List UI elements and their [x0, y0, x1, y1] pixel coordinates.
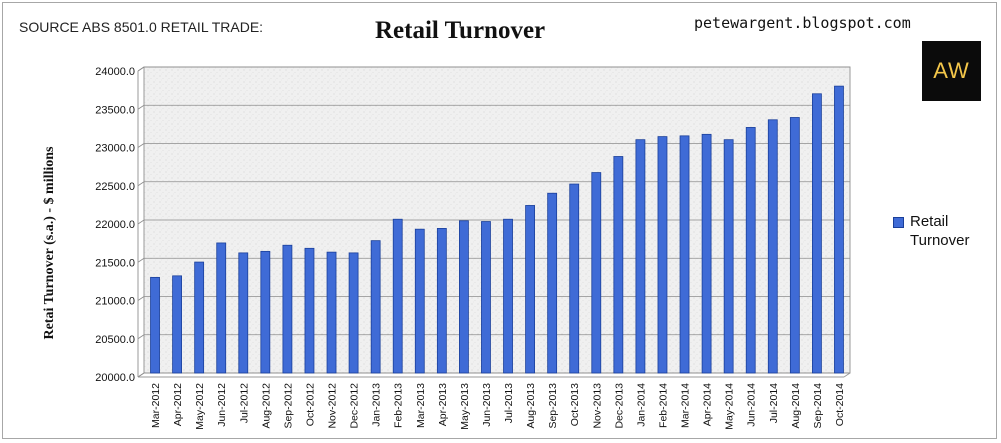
y-tick-label: 23500.0 — [95, 104, 135, 116]
legend: Retail Turnover — [893, 212, 990, 250]
bar — [481, 221, 491, 374]
x-tick-label: Aug-2013 — [525, 383, 537, 429]
bar — [414, 228, 425, 374]
logo: AW — [922, 41, 981, 101]
bar — [547, 192, 558, 374]
gridline-wall — [137, 334, 145, 340]
bar — [767, 119, 778, 374]
bar — [172, 275, 182, 374]
y-tick-label: 23000.0 — [95, 143, 135, 155]
x-tick-label: Jul-2014 — [768, 383, 780, 423]
x-tick-label: Dec-2013 — [613, 383, 625, 429]
x-tick-label: Oct-2014 — [834, 383, 846, 426]
bar — [392, 218, 403, 374]
bar — [635, 139, 646, 374]
x-tick-label: Feb-2013 — [393, 383, 405, 428]
gridline-wall — [137, 143, 145, 148]
legend-swatch — [893, 217, 904, 228]
x-tick-label: Mar-2014 — [680, 383, 692, 428]
bar — [745, 127, 756, 374]
x-tick-label: Jul-2013 — [503, 383, 515, 423]
x-tick-label: May-2013 — [459, 383, 471, 430]
blog-url: petewargent.blogspot.com — [694, 14, 911, 32]
bar — [238, 252, 249, 374]
gridline-wall — [137, 104, 145, 110]
x-tick-label: Mar-2012 — [150, 383, 162, 428]
chart-title: Retail Turnover — [375, 17, 546, 44]
gridline-wall — [137, 181, 145, 187]
x-tick-label: Apr-2012 — [172, 383, 184, 426]
x-tick-label: Aug-2012 — [260, 383, 272, 429]
x-tick-label: Feb-2014 — [657, 383, 669, 428]
y-tick-label: 24000.0 — [95, 66, 135, 78]
x-tick-label: Oct-2012 — [304, 383, 316, 426]
x-tick-label: Nov-2012 — [327, 383, 339, 429]
bar — [503, 218, 513, 374]
y-tick-labels: 20000.0 20500.0 21000.0 21500.0 22000.0 22500… — [95, 66, 135, 384]
bar — [591, 172, 602, 374]
x-tick-label: Nov-2013 — [591, 383, 603, 429]
bar — [701, 133, 712, 374]
x-tick-label: Oct-2013 — [569, 383, 581, 426]
source-note: SOURCE ABS 8501.0 RETAIL TRADE: — [19, 19, 264, 35]
x-tick-label: Sep-2012 — [282, 383, 294, 429]
x-tick-label: Sep-2014 — [812, 383, 824, 429]
gridline-wall — [137, 66, 145, 72]
x-tick-label: Jun-2014 — [746, 383, 758, 427]
bar — [216, 242, 227, 374]
gridline-wall — [137, 296, 145, 301]
gridline-wall — [137, 219, 145, 225]
bar — [348, 252, 359, 374]
x-tick-label: Apr-2013 — [437, 383, 449, 426]
gridline-wall — [137, 257, 145, 263]
bar — [304, 247, 315, 374]
x-tick-label: Jan-2014 — [635, 383, 647, 427]
chart-svg: 20000.0 20500.0 21000.0 21500.0 22000.0 22500… — [42, 66, 851, 430]
bar — [679, 135, 690, 374]
y-tick-label: 22000.0 — [95, 219, 135, 231]
bar — [326, 251, 337, 374]
y-tick-label: 20000.0 — [95, 372, 135, 384]
x-tick-label: Mar-2013 — [415, 383, 427, 428]
bar — [834, 85, 844, 374]
bar — [260, 250, 271, 374]
bar — [150, 276, 160, 374]
bar — [723, 139, 734, 374]
y-tick-label: 21500.0 — [95, 257, 135, 269]
bar — [194, 261, 205, 374]
bar — [812, 93, 822, 374]
bar — [657, 136, 668, 374]
x-tick-label: May-2014 — [724, 383, 736, 430]
bar — [613, 156, 624, 374]
y-axis-label: Retai Turnover (s.a.) - $ millions — [42, 146, 57, 340]
bar — [436, 228, 447, 374]
x-tick-label: Dec-2012 — [349, 383, 361, 429]
floor-edge-right — [843, 372, 851, 378]
x-tick-label: Aug-2014 — [790, 383, 802, 429]
bar — [282, 244, 293, 374]
gridline-wall — [137, 372, 145, 378]
x-tick-label: May-2012 — [194, 383, 206, 430]
x-tick-label: Apr-2014 — [702, 383, 714, 426]
x-tick-labels: Mar-2012 Apr-2012 May-2012 Jun-2012 Jul-2012… — [150, 383, 846, 430]
bar — [525, 205, 535, 374]
x-tick-label: Jan-2013 — [371, 383, 383, 427]
x-tick-label: Jun-2012 — [216, 383, 228, 427]
y-tick-label: 21000.0 — [95, 296, 135, 308]
bar — [569, 183, 580, 374]
bar — [370, 240, 381, 374]
bar — [789, 117, 800, 374]
legend-label: Retail Turnover — [910, 213, 970, 249]
bars — [150, 85, 844, 374]
bar — [459, 220, 469, 374]
x-tick-label: Sep-2013 — [547, 383, 559, 429]
x-tick-label: Jun-2013 — [481, 383, 493, 427]
y-tick-label: 22500.0 — [95, 181, 135, 193]
x-tick-label: Jul-2012 — [238, 383, 250, 423]
y-tick-label: 20500.0 — [95, 334, 135, 346]
